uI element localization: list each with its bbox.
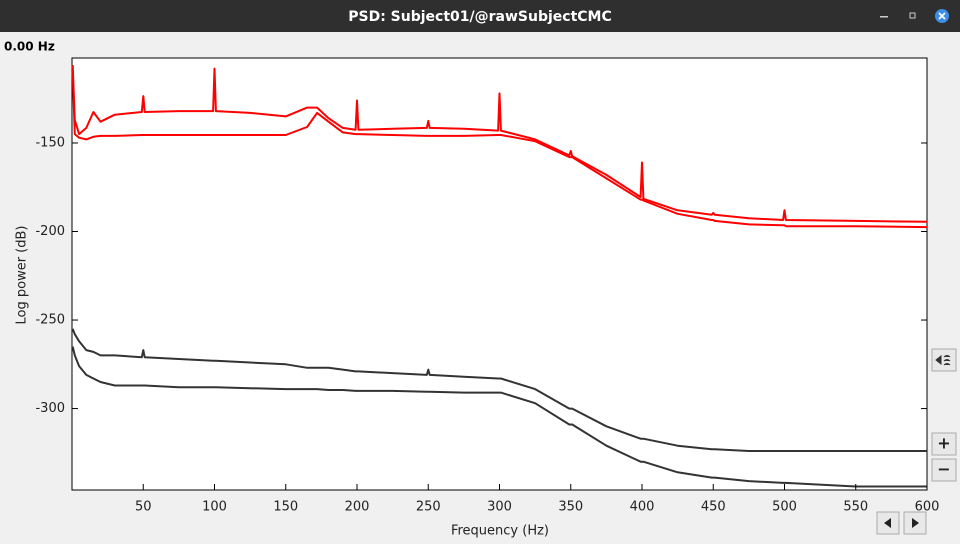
window-title: PSD: Subject01/@rawSubjectCMC bbox=[348, 9, 612, 25]
x-tick-label: 200 bbox=[345, 500, 370, 515]
x-tick-label: 600 bbox=[915, 500, 940, 515]
tool-button[interactable] bbox=[931, 348, 957, 372]
x-tick-label: 50 bbox=[135, 500, 152, 515]
right-arrow bbox=[912, 518, 919, 528]
x-tick-label: 300 bbox=[487, 500, 512, 515]
y-tick-label: -200 bbox=[35, 224, 65, 239]
x-tick-label: 450 bbox=[701, 500, 726, 515]
left-arrow bbox=[884, 518, 891, 528]
cursor-label: 0.00 Hz bbox=[4, 40, 55, 54]
psd-line bbox=[71, 65, 928, 223]
zoom-in-button[interactable] bbox=[931, 432, 957, 456]
y-tick-label: -150 bbox=[35, 135, 65, 150]
x-axis-label: Frequency (Hz) bbox=[451, 524, 549, 539]
marks bbox=[71, 65, 928, 488]
psd-line bbox=[71, 328, 927, 452]
x-tick-label: 150 bbox=[273, 500, 298, 515]
y-tick-label: -300 bbox=[35, 401, 65, 416]
y-tick-label: -250 bbox=[35, 313, 65, 328]
restore-button[interactable] bbox=[909, 12, 916, 19]
tool-icon bbox=[935, 354, 951, 366]
close-icon bbox=[938, 12, 946, 20]
zoom-in-label: + bbox=[937, 434, 950, 453]
psd-line bbox=[71, 72, 928, 229]
minimize-button[interactable] bbox=[880, 16, 888, 18]
zoom-out-button[interactable] bbox=[931, 458, 957, 482]
x-tick-label: 350 bbox=[558, 500, 583, 515]
zoom-out-label: − bbox=[937, 460, 950, 479]
y-axis-label: Log power (dB) bbox=[15, 226, 30, 325]
x-tick-label: 550 bbox=[843, 500, 868, 515]
plot-area bbox=[71, 57, 928, 491]
x-tick-label: 400 bbox=[630, 500, 655, 515]
x-tick-label: 100 bbox=[202, 500, 227, 515]
title-bar bbox=[0, 0, 960, 32]
x-tick-label: 250 bbox=[416, 500, 441, 515]
psd-line bbox=[71, 346, 927, 488]
x-tick-label: 500 bbox=[772, 500, 797, 515]
